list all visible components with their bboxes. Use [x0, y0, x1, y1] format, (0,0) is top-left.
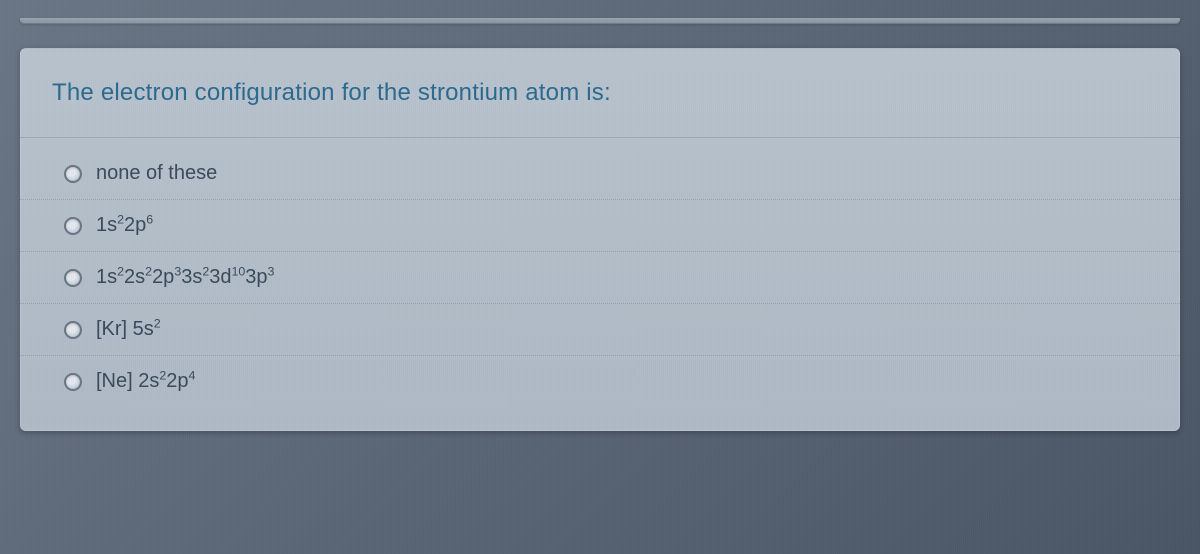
previous-card-edge [20, 18, 1180, 24]
question-card: The electron configuration for the stron… [20, 48, 1180, 431]
question-header: The electron configuration for the stron… [20, 48, 1180, 138]
option-row[interactable]: 1s22p6 [20, 200, 1180, 252]
question-title: The electron configuration for the stron… [52, 79, 611, 106]
option-row[interactable]: [Ne] 2s22p4 [20, 356, 1180, 407]
option-row[interactable]: none of these [20, 148, 1180, 200]
option-label: [Kr] 5s2 [96, 318, 161, 341]
option-row[interactable]: 1s22s22p33s23d103p3 [20, 252, 1180, 304]
radio-icon[interactable] [64, 321, 82, 339]
radio-icon[interactable] [64, 217, 82, 235]
radio-icon[interactable] [64, 165, 82, 183]
option-label: 1s22s22p33s23d103p3 [96, 266, 274, 289]
radio-icon[interactable] [64, 269, 82, 287]
option-label: 1s22p6 [96, 214, 153, 237]
radio-icon[interactable] [64, 373, 82, 391]
option-row[interactable]: [Kr] 5s2 [20, 304, 1180, 356]
option-label: [Ne] 2s22p4 [96, 370, 195, 393]
option-label: none of these [96, 162, 217, 185]
options-list: none of these 1s22p6 1s22s22p33s23d103p3… [20, 138, 1180, 431]
